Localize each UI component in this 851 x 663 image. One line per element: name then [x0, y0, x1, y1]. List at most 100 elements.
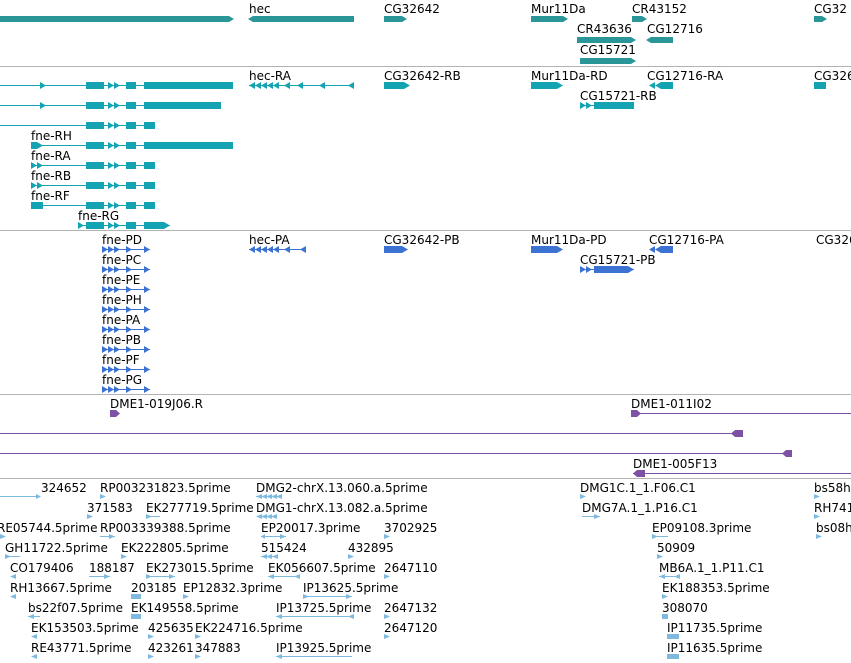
transcript-glyphs[interactable] — [0, 67, 851, 231]
est-label[interactable]: IP11735.5prime — [667, 621, 763, 635]
gene-label[interactable]: CG15721 — [580, 43, 636, 57]
est-label[interactable]: IP13925.5prime — [276, 641, 372, 655]
protein-label[interactable]: fne-PC — [102, 253, 142, 267]
est-label[interactable]: DMG7A.1_1.P16.C1 — [582, 501, 698, 515]
clone-label[interactable]: DME1-019J06.R — [110, 397, 204, 411]
transcript-label[interactable]: fne-RG — [78, 209, 120, 223]
gene-CG32642-bar — [384, 16, 407, 22]
est-label[interactable]: EK222805.5prime — [121, 541, 229, 555]
protein-label[interactable]: CG12716-PA — [649, 233, 724, 247]
est-label[interactable]: 425635 — [148, 621, 194, 635]
protein-glyphs[interactable] — [0, 231, 851, 395]
est-label[interactable]: EK277719.5prime — [146, 501, 254, 515]
protein-label[interactable]: fne-PD — [102, 233, 143, 247]
est-label[interactable]: EK153503.5prime — [31, 621, 139, 635]
est-label[interactable]: 432895 — [348, 541, 394, 555]
protein-label[interactable]: fne-PA — [102, 313, 141, 327]
gene-label[interactable]: CR43636 — [577, 22, 632, 36]
est-label[interactable]: RH741 — [814, 501, 851, 515]
gene-CG15721-bar — [580, 58, 636, 64]
protein-label[interactable]: fne-PH — [102, 293, 142, 307]
gene-fne-bar — [0, 16, 234, 22]
est-label[interactable]: IP11635.5prime — [667, 641, 763, 655]
gene-label[interactable]: Mur11Da — [531, 2, 586, 16]
est-label[interactable]: IP13725.5prime — [276, 601, 372, 615]
est-label[interactable]: 423261 — [148, 641, 194, 655]
est-label[interactable]: bs08h — [816, 521, 851, 535]
protein-label[interactable]: CG32642-PB — [384, 233, 460, 247]
est-label[interactable]: 203185 — [131, 581, 177, 595]
gene-CG12716-bar — [646, 37, 673, 43]
protein-label[interactable]: fne-PE — [102, 273, 141, 287]
gene-track: hec CG32642 Mur11Da CR43152 CG32 CR43636… — [0, 0, 851, 66]
est-label[interactable]: RP003339388.5prime — [100, 521, 231, 535]
est-label[interactable]: EK056607.5prime — [268, 561, 376, 575]
protein-label[interactable]: fne-PB — [102, 333, 142, 347]
est-glyphs[interactable] — [0, 479, 851, 663]
est-label[interactable]: 371583 — [87, 501, 133, 515]
est-label[interactable]: EP12832.3prime — [183, 581, 283, 595]
est-label[interactable]: 324652 — [41, 481, 87, 495]
est-label[interactable]: EK188353.5prime — [662, 581, 770, 595]
transcript-label[interactable]: fne-RH — [31, 129, 72, 143]
gene-Mur11Da-bar — [531, 16, 568, 22]
est-label[interactable]: CO179406 — [10, 561, 74, 575]
transcript-label[interactable]: CG32642-RB — [384, 69, 461, 83]
gene-label[interactable]: CG12716 — [647, 22, 703, 36]
protein-label[interactable]: Mur11Da-PD — [531, 233, 607, 247]
gene-label[interactable]: CG32642 — [384, 2, 440, 16]
est-label[interactable]: DMG1C.1_1.F06.C1 — [580, 481, 696, 495]
transcript-label[interactable]: fne-RA — [31, 149, 71, 163]
transcript-label[interactable]: hec-RA — [249, 69, 291, 83]
gene-glyphs[interactable] — [0, 0, 851, 66]
est-label[interactable]: RE05744.5prime — [0, 521, 98, 535]
protein-label[interactable]: CG15721-PB — [580, 253, 656, 267]
clone-track: DME1-019J06.R DME1-011I02 DME1-005F13 — [0, 394, 851, 479]
est-label[interactable]: 3702925 — [384, 521, 438, 535]
est-label[interactable]: DMG2-chrX.13.060.a.5prime — [256, 481, 428, 495]
est-label[interactable]: GH11722.5prime — [5, 541, 108, 555]
protein-label[interactable]: CG326 — [816, 233, 851, 247]
gene-label[interactable]: CG32 — [814, 2, 847, 16]
est-label[interactable]: EK224716.5prime — [195, 621, 303, 635]
est-label[interactable]: MB6A.1_1.P11.C1 — [659, 561, 765, 575]
clone-label[interactable]: DME1-011I02 — [631, 397, 712, 411]
est-label[interactable]: EP09108.3prime — [652, 521, 752, 535]
est-label[interactable]: IP13625.5prime — [303, 581, 399, 595]
est-label[interactable]: 2647132 — [384, 601, 438, 615]
gene-CG32-bar — [814, 16, 827, 22]
clone-label[interactable]: DME1-005F13 — [633, 457, 718, 471]
gene-CR43636-bar — [577, 37, 636, 43]
gene-CR43152-bar — [632, 16, 647, 22]
est-label[interactable]: 308070 — [662, 601, 708, 615]
transcript-label[interactable]: fne-RF — [31, 189, 70, 203]
est-label[interactable]: 188187 — [89, 561, 135, 575]
est-label[interactable]: RE43771.5prime — [31, 641, 132, 655]
est-label[interactable]: bs58h — [814, 481, 851, 495]
est-label[interactable]: 515424 — [261, 541, 307, 555]
est-label[interactable]: 2647120 — [384, 621, 438, 635]
est-label[interactable]: 2647110 — [384, 561, 438, 575]
est-label[interactable]: RH13667.5prime — [10, 581, 112, 595]
est-label[interactable]: EK149558.5prime — [131, 601, 239, 615]
clone-glyphs[interactable] — [0, 395, 851, 479]
protein-label[interactable]: fne-PF — [102, 353, 140, 367]
transcript-label[interactable]: CG326 — [814, 69, 851, 83]
transcript-label[interactable]: fne-RB — [31, 169, 72, 183]
est-label[interactable]: RP003231823.5prime — [100, 481, 231, 495]
protein-track: fne-PD hec-PA CG32642-PB Mur11Da-PD CG12… — [0, 230, 851, 395]
est-label[interactable]: EP20017.3prime — [261, 521, 361, 535]
protein-label[interactable]: fne-PG — [102, 373, 143, 387]
gene-label[interactable]: CR43152 — [632, 2, 687, 16]
protein-label[interactable]: hec-PA — [249, 233, 290, 247]
est-label[interactable]: bs22f07.5prime — [28, 601, 124, 615]
est-label[interactable]: DMG1-chrX.13.082.a.5prime — [256, 501, 428, 515]
gene-label[interactable]: hec — [249, 2, 271, 16]
transcript-label[interactable]: CG15721-RB — [580, 89, 657, 103]
transcript-label[interactable]: CG12716-RA — [647, 69, 724, 83]
gene-hec-bar — [248, 16, 354, 22]
transcript-label[interactable]: Mur11Da-RD — [531, 69, 608, 83]
est-label[interactable]: EK273015.5prime — [146, 561, 254, 575]
est-label[interactable]: 50909 — [657, 541, 696, 555]
est-label[interactable]: 347883 — [195, 641, 241, 655]
